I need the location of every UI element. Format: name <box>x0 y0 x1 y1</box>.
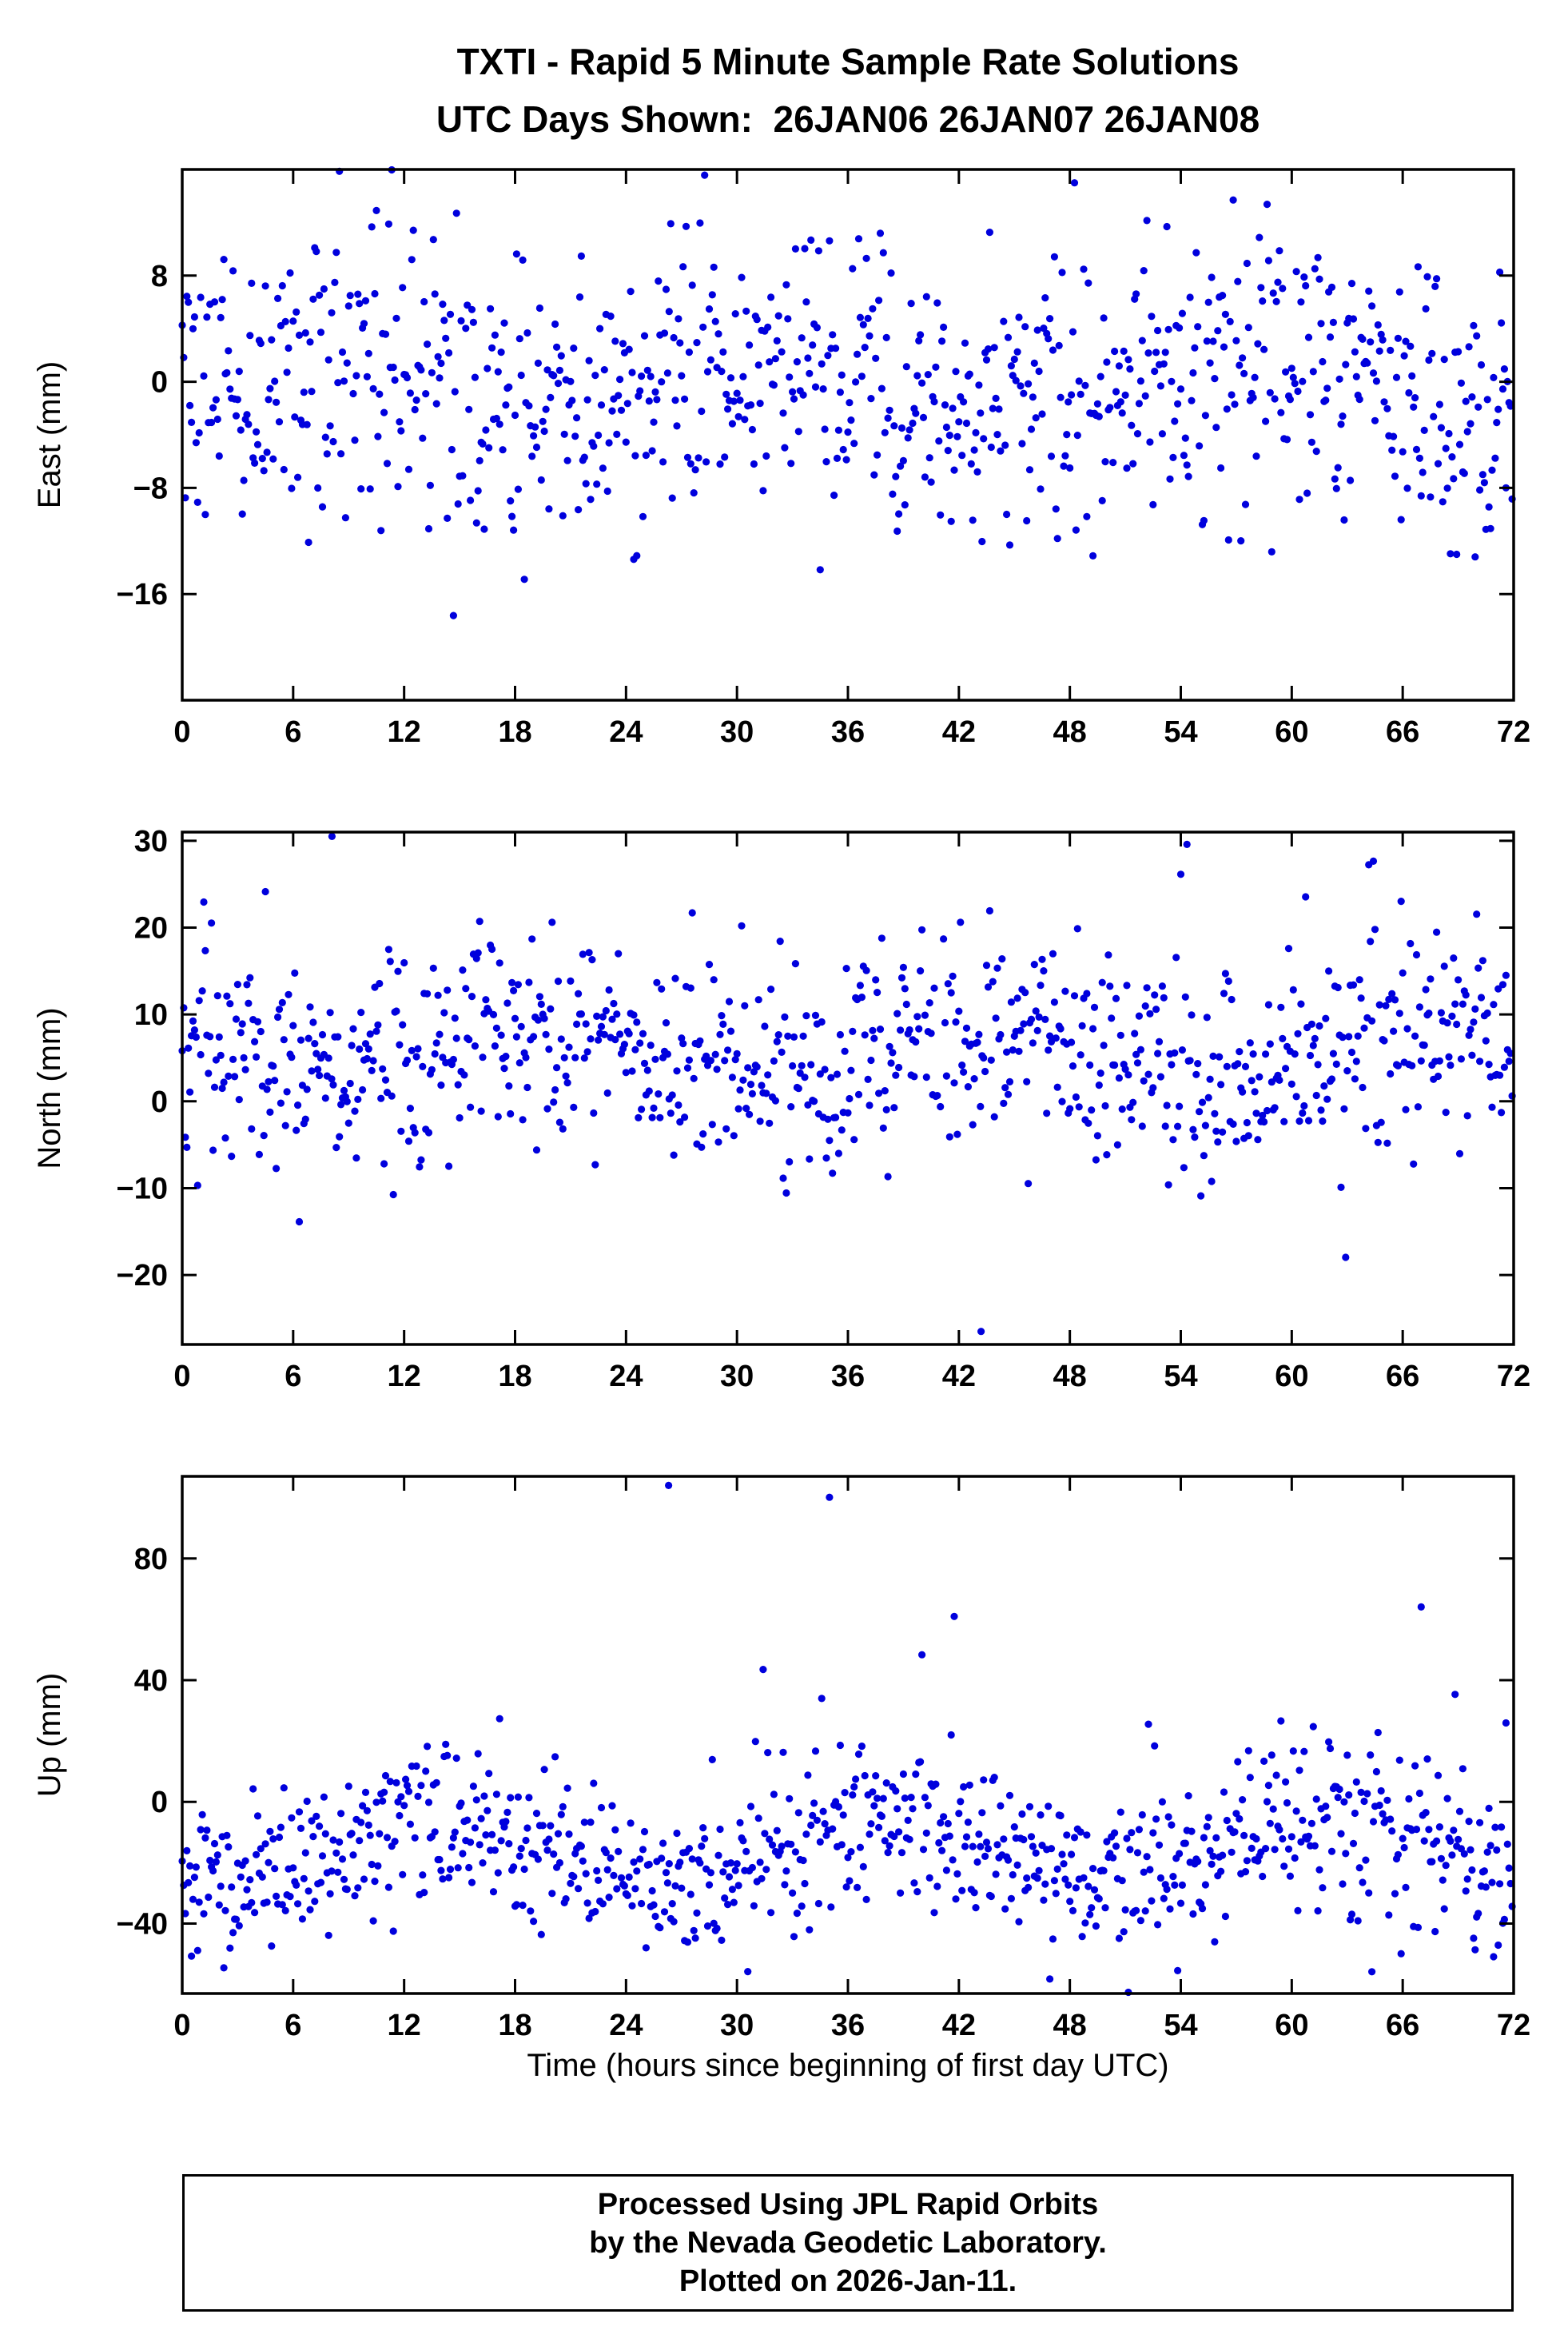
x-tick-label: 36 <box>831 1360 865 1393</box>
x-tick-label: 54 <box>1164 1360 1197 1393</box>
chart-subtitle: UTC Days Shown: 26JAN06 26JAN07 26JAN08 <box>436 98 1260 140</box>
x-tick-label: 54 <box>1164 715 1197 749</box>
x-tick-label: 42 <box>942 715 976 749</box>
x-tick-label: 36 <box>831 715 865 749</box>
x-tick-label: 18 <box>498 2009 531 2042</box>
y-tick-label: −16 <box>117 578 168 611</box>
x-tick-label: 0 <box>173 1360 190 1393</box>
y-tick-label: −10 <box>117 1172 168 1205</box>
x-tick-label: 30 <box>720 715 754 749</box>
x-tick-label: 12 <box>388 1360 421 1393</box>
y-tick-label: 20 <box>134 912 168 946</box>
north-panel: 0 6 12 18 24 30 36 42 48 54 60 66 72 −20 −10 0 10 20 30 Nor… <box>32 825 1530 1393</box>
y-tick-label: 0 <box>151 366 168 400</box>
x-tick-label: 24 <box>609 2009 643 2042</box>
x-tick-label: 6 <box>285 2009 301 2042</box>
y-tick-label: −8 <box>133 472 168 505</box>
east-panel: 0 6 12 18 24 30 36 42 48 54 60 66 72 −16 −8 0 8 East (mm) <box>32 165 1530 749</box>
x-tick-label: 66 <box>1386 715 1419 749</box>
x-tick-label: 60 <box>1275 715 1308 749</box>
y-tick-label: 80 <box>134 1543 168 1576</box>
x-tick-label: 0 <box>173 715 190 749</box>
footer-box: Processed Using JPL Rapid Orbits by the … <box>182 2174 1514 2312</box>
y-tick-label: 0 <box>151 1085 168 1119</box>
x-tick-label: 36 <box>831 2009 865 2042</box>
x-tick-label: 42 <box>942 2009 976 2042</box>
x-tick-label: 48 <box>1053 715 1087 749</box>
x-tick-label: 48 <box>1053 2009 1087 2042</box>
y-tick-label: 10 <box>134 998 168 1032</box>
x-tick-label: 72 <box>1497 715 1530 749</box>
footer-line-1: Processed Using JPL Rapid Orbits <box>597 2188 1099 2221</box>
x-tick-label: 60 <box>1275 1360 1308 1393</box>
y-tick-label: −40 <box>117 1907 168 1941</box>
x-tick-label: 6 <box>285 715 301 749</box>
up-axis-title: Up (mm) <box>32 1673 67 1798</box>
x-tick-label: 12 <box>388 2009 421 2042</box>
y-tick-label: 0 <box>151 1786 168 1819</box>
x-tick-label: 18 <box>498 715 531 749</box>
title-block: TXTI - Rapid 5 Minute Sample Rate Soluti… <box>182 38 1514 142</box>
x-tick-label: 0 <box>173 2009 190 2042</box>
x-tick-label: 18 <box>498 1360 531 1393</box>
up-points <box>178 1481 1516 1997</box>
up-panel: 0 6 12 18 24 30 36 42 48 54 60 66 72 −40 0 40 80 Up (mm) <box>32 1475 1530 2042</box>
y-tick-label: 8 <box>151 260 168 293</box>
y-tick-label: 30 <box>134 825 168 858</box>
x-tick-label: 60 <box>1275 2009 1308 2042</box>
x-tick-label: 42 <box>942 1360 976 1393</box>
x-axis-label: Time (hours since beginning of first day… <box>527 2048 1169 2083</box>
x-tick-label: 66 <box>1386 1360 1419 1393</box>
east-points <box>178 165 1516 619</box>
chart-title: TXTI - Rapid 5 Minute Sample Rate Soluti… <box>456 41 1240 82</box>
y-tick-label: 40 <box>134 1664 168 1698</box>
x-tick-label: 66 <box>1386 2009 1419 2042</box>
x-tick-label: 24 <box>609 715 643 749</box>
x-tick-label: 30 <box>720 2009 754 2042</box>
y-tick-label: −20 <box>117 1259 168 1292</box>
x-tick-label: 48 <box>1053 1360 1087 1393</box>
x-tick-label: 12 <box>388 715 421 749</box>
x-tick-label: 6 <box>285 1360 301 1393</box>
north-axis-title: North (mm) <box>32 1007 67 1169</box>
x-tick-label: 30 <box>720 1360 754 1393</box>
x-tick-label: 72 <box>1497 2009 1530 2042</box>
north-points <box>178 832 1516 1336</box>
x-tick-label: 72 <box>1497 1360 1530 1393</box>
footer-line-2: by the Nevada Geodetic Laboratory. <box>589 2226 1107 2260</box>
x-tick-label: 54 <box>1164 2009 1197 2042</box>
footer-line-3: Plotted on 2026-Jan-11. <box>679 2264 1017 2298</box>
east-axis-title: East (mm) <box>32 361 67 508</box>
x-tick-label: 24 <box>609 1360 643 1393</box>
